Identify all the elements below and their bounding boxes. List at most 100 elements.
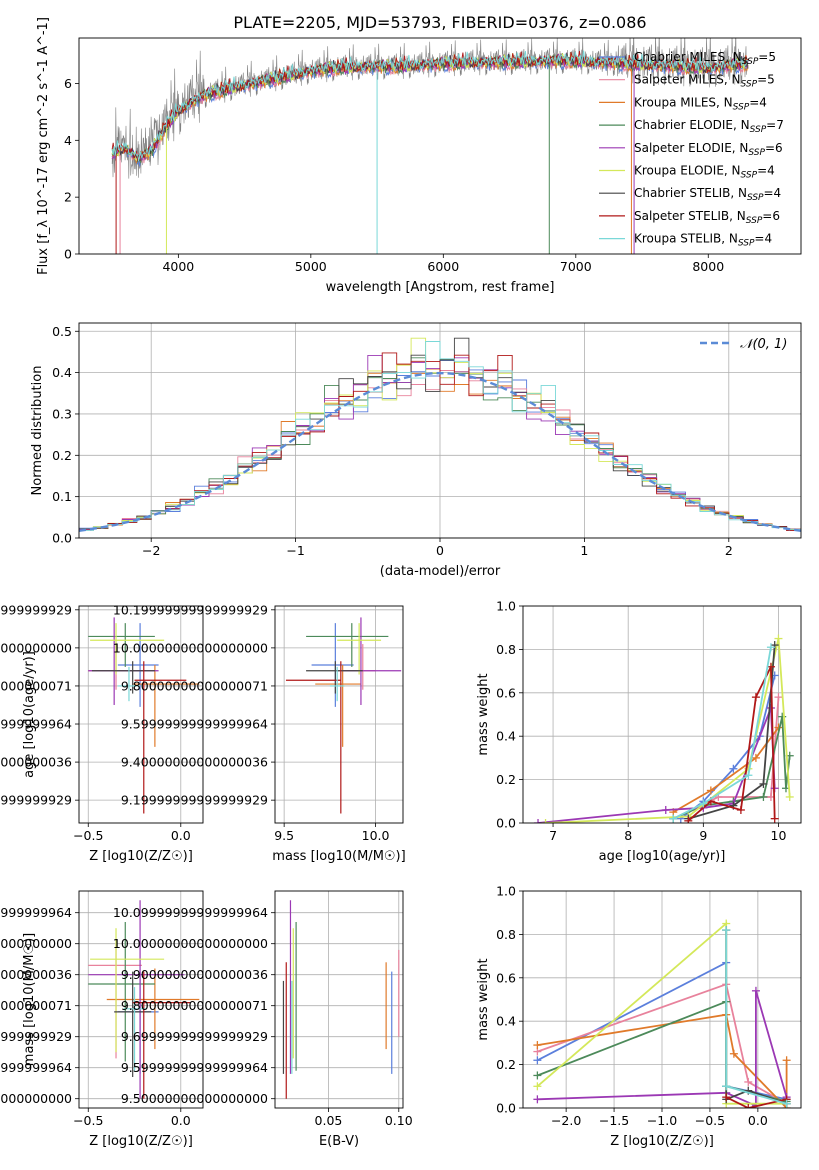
y-tick-label: 6 <box>64 76 72 91</box>
mass-weight-marker <box>722 1093 731 1102</box>
mass-weight-marker <box>759 792 768 801</box>
y-tick-label: 9.50000000000000000 <box>121 1091 268 1106</box>
mass_vs_Z-plot-area <box>79 891 203 1108</box>
y-tick-label: 0.6 <box>496 685 516 700</box>
y-tick-label: 1.0 <box>496 884 516 899</box>
errorbar-point <box>117 666 141 702</box>
weight_vs_age-panel: 7 8 9 10 0.0 0.2 0.4 0.6 0.8 1.0 age [log10(age/yr… <box>476 599 802 864</box>
x-tick-label: 7000 <box>560 259 592 274</box>
y-tick-label: 0.6 <box>496 970 516 985</box>
errorbar-point <box>306 623 389 667</box>
y-tick-label: 10.00000000000000000 <box>0 640 72 655</box>
spectrum-frame <box>78 37 802 255</box>
weight_vs_age-frame <box>522 605 802 824</box>
y-axis-label: mass weight <box>476 958 491 1040</box>
errorbar-point <box>306 661 363 694</box>
mass_vs_Z-frame <box>78 890 204 1109</box>
mass-weight-marker <box>729 1049 738 1058</box>
mass-weight-marker <box>533 1082 542 1091</box>
errorbar-point <box>337 623 382 675</box>
x-axis-label: wavelength [Angstrom, rest frame] <box>326 280 555 295</box>
legend-label: Salpeter MILES, NSSP=5 <box>634 73 775 90</box>
errorbar-point <box>91 661 155 694</box>
y-tick-label: 0.8 <box>496 642 516 657</box>
legend-label: Kroupa ELODIE, NSSP=4 <box>634 164 775 181</box>
mass-weight-marker <box>722 926 731 935</box>
y-axis-label: age [log10(age/yr)] <box>22 651 37 778</box>
weight_vs_age-plot-area <box>523 606 801 823</box>
spectrum-legend: Chabrier MILES, NSSP=5 Salpeter MILES, NS… <box>599 50 784 249</box>
weight_vs_Z-panel: −2.0 −1.5 −1.0 −0.5 0.0 0.0 0.2 0.4 0.6 0.8 1.0 Z [… <box>476 884 802 1149</box>
figure-title: PLATE=2205, MJD=53793, FIBERID=0376, z=0… <box>233 13 646 32</box>
x-axis-label: (data-model)/error <box>380 564 501 579</box>
mass-weight-marker <box>533 1071 542 1080</box>
x-tick-label: −1.0 <box>647 1113 677 1128</box>
y-axis-label: mass [log10(M/M☉)] <box>22 933 37 1066</box>
mass_vs_ebv-plot-area <box>275 891 403 1108</box>
errorbar-point <box>114 971 152 1077</box>
mass-weight-marker <box>699 799 708 808</box>
mass-weight-line <box>537 707 776 823</box>
errorbar-point <box>311 623 354 707</box>
legend-label: Kroupa MILES, NSSP=4 <box>634 95 767 112</box>
x-tick-label: 7 <box>549 828 557 843</box>
y-tick-label: 10.00000000000000000 <box>0 936 72 951</box>
y-tick-label: 9.50000000000000000 <box>0 1091 72 1106</box>
y-tick-label: 0.0 <box>496 816 516 831</box>
x-tick-label: 9.5 <box>274 828 294 843</box>
x-tick-label: 4000 <box>162 259 194 274</box>
legend-label: Salpeter STELIB, NSSP=6 <box>634 209 780 226</box>
x-tick-label: −0.5 <box>73 1113 103 1128</box>
residual-histogram <box>79 341 801 532</box>
weight_vs_Z-plot-area <box>523 891 801 1108</box>
mass-weight-marker <box>533 1041 542 1050</box>
mass-weight-line <box>672 726 780 813</box>
y-tick-label: 9.40000000000000036 <box>121 755 268 770</box>
y-tick-label: 9.59999999999999964 <box>121 717 268 732</box>
y-tick-label: 9.69999999999999929 <box>121 1029 268 1044</box>
y-tick-label: 0.1 <box>52 489 72 504</box>
spectrum-plot-area <box>111 38 749 254</box>
y-tick-label: 9.80000000000000071 <box>121 998 268 1013</box>
mass-weight-marker <box>744 1077 753 1086</box>
errorbar-point <box>315 665 361 747</box>
y-tick-label: 9.90000000000000036 <box>0 967 72 982</box>
legend-label: Kroupa STELIB, NSSP=4 <box>634 232 772 249</box>
x-tick-label: 2 <box>725 543 733 558</box>
mass-weight-marker <box>751 693 760 702</box>
x-tick-label: 0.0 <box>748 1113 768 1128</box>
legend-label: Chabrier STELIB, NSSP=4 <box>634 186 781 203</box>
y-tick-label: 10.09999999999999964 <box>0 905 72 920</box>
x-tick-label: 0.0 <box>171 828 191 843</box>
x-axis-label: E(B-V) <box>319 1134 359 1149</box>
mass-weight-line <box>545 638 791 823</box>
y-tick-label: 0.0 <box>52 531 72 546</box>
legend-label: Chabrier ELODIE, NSSP=7 <box>634 118 784 135</box>
errorbar-point <box>117 971 159 1074</box>
residuals-plot-area <box>79 323 801 538</box>
mass-weight-marker <box>774 693 783 702</box>
y-tick-label: 0.3 <box>52 406 72 421</box>
x-tick-label: 0.0 <box>171 1113 191 1128</box>
y-tick-label: 0 <box>64 247 72 262</box>
mass-weight-marker <box>785 792 794 801</box>
mass_vs_ebv-panel: 0.05 0.10 9.50000000000000000 9.59999999999… <box>113 890 413 1149</box>
errorbar-point <box>132 665 200 747</box>
residuals-frame <box>78 322 802 539</box>
errorbar-point <box>285 661 342 814</box>
mass-weight-line <box>537 983 788 1105</box>
y-tick-label: 9.59999999999999964 <box>121 1060 268 1075</box>
mass-weight-marker <box>766 643 775 652</box>
mass-weight-marker <box>766 703 775 712</box>
age_vs_Z-panel: −0.5 0.0 9.19999999999999929 9.400000000000… <box>0 602 204 864</box>
mass-weight-marker <box>751 986 760 995</box>
age_vs_mass-plot-area <box>275 606 403 823</box>
y-axis-label: Normed distribution <box>30 366 45 496</box>
y-tick-label: 9.69999999999999929 <box>0 1029 72 1044</box>
mass-weight-marker <box>541 819 550 823</box>
errorbar-point <box>88 623 155 667</box>
x-tick-label: −1.5 <box>599 1113 629 1128</box>
y-tick-label: 0.0 <box>496 1101 516 1116</box>
mass-weight-line <box>688 645 776 820</box>
